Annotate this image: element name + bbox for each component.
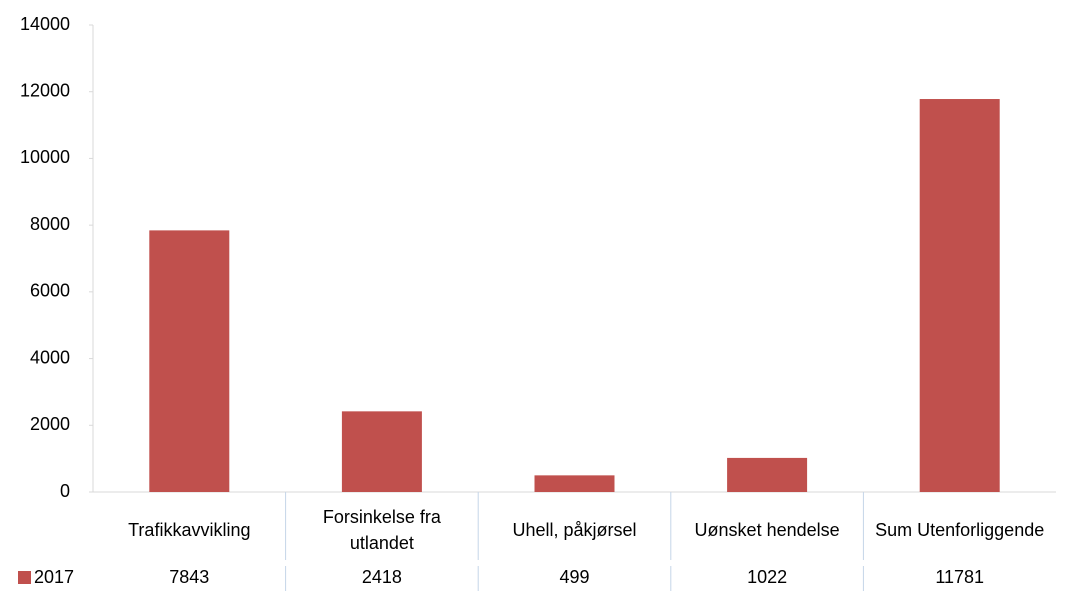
bar — [727, 457, 808, 492]
y-tick-label: 6000 — [30, 281, 70, 301]
legend-swatch — [18, 571, 31, 584]
category-label: Forsinkelse fra utlandet — [322, 507, 441, 553]
y-tick-label: 8000 — [30, 214, 70, 234]
y-tick-label: 4000 — [30, 347, 70, 367]
category-label: Uønsket hendelse — [694, 520, 840, 540]
table-value: 7843 — [169, 567, 209, 587]
bar — [534, 475, 615, 492]
y-tick-label: 12000 — [20, 80, 70, 100]
table-value: 1022 — [747, 567, 787, 587]
y-tick-label: 10000 — [20, 147, 70, 167]
y-tick-label: 2000 — [30, 414, 70, 434]
category-label: Uhell, påkjørsel — [512, 520, 637, 540]
bar — [341, 411, 422, 492]
bar — [149, 230, 230, 492]
y-tick-label: 0 — [60, 481, 70, 501]
y-tick-label: 14000 — [20, 14, 70, 34]
table-value: 11781 — [935, 567, 984, 587]
category-label: Trafikkavvikling — [128, 520, 251, 540]
bar — [919, 99, 1000, 492]
legend-label: 2017 — [34, 567, 74, 587]
table-value: 499 — [559, 567, 589, 587]
category-label: Sum Utenforliggende — [875, 520, 1045, 540]
table-value: 2418 — [362, 567, 402, 587]
